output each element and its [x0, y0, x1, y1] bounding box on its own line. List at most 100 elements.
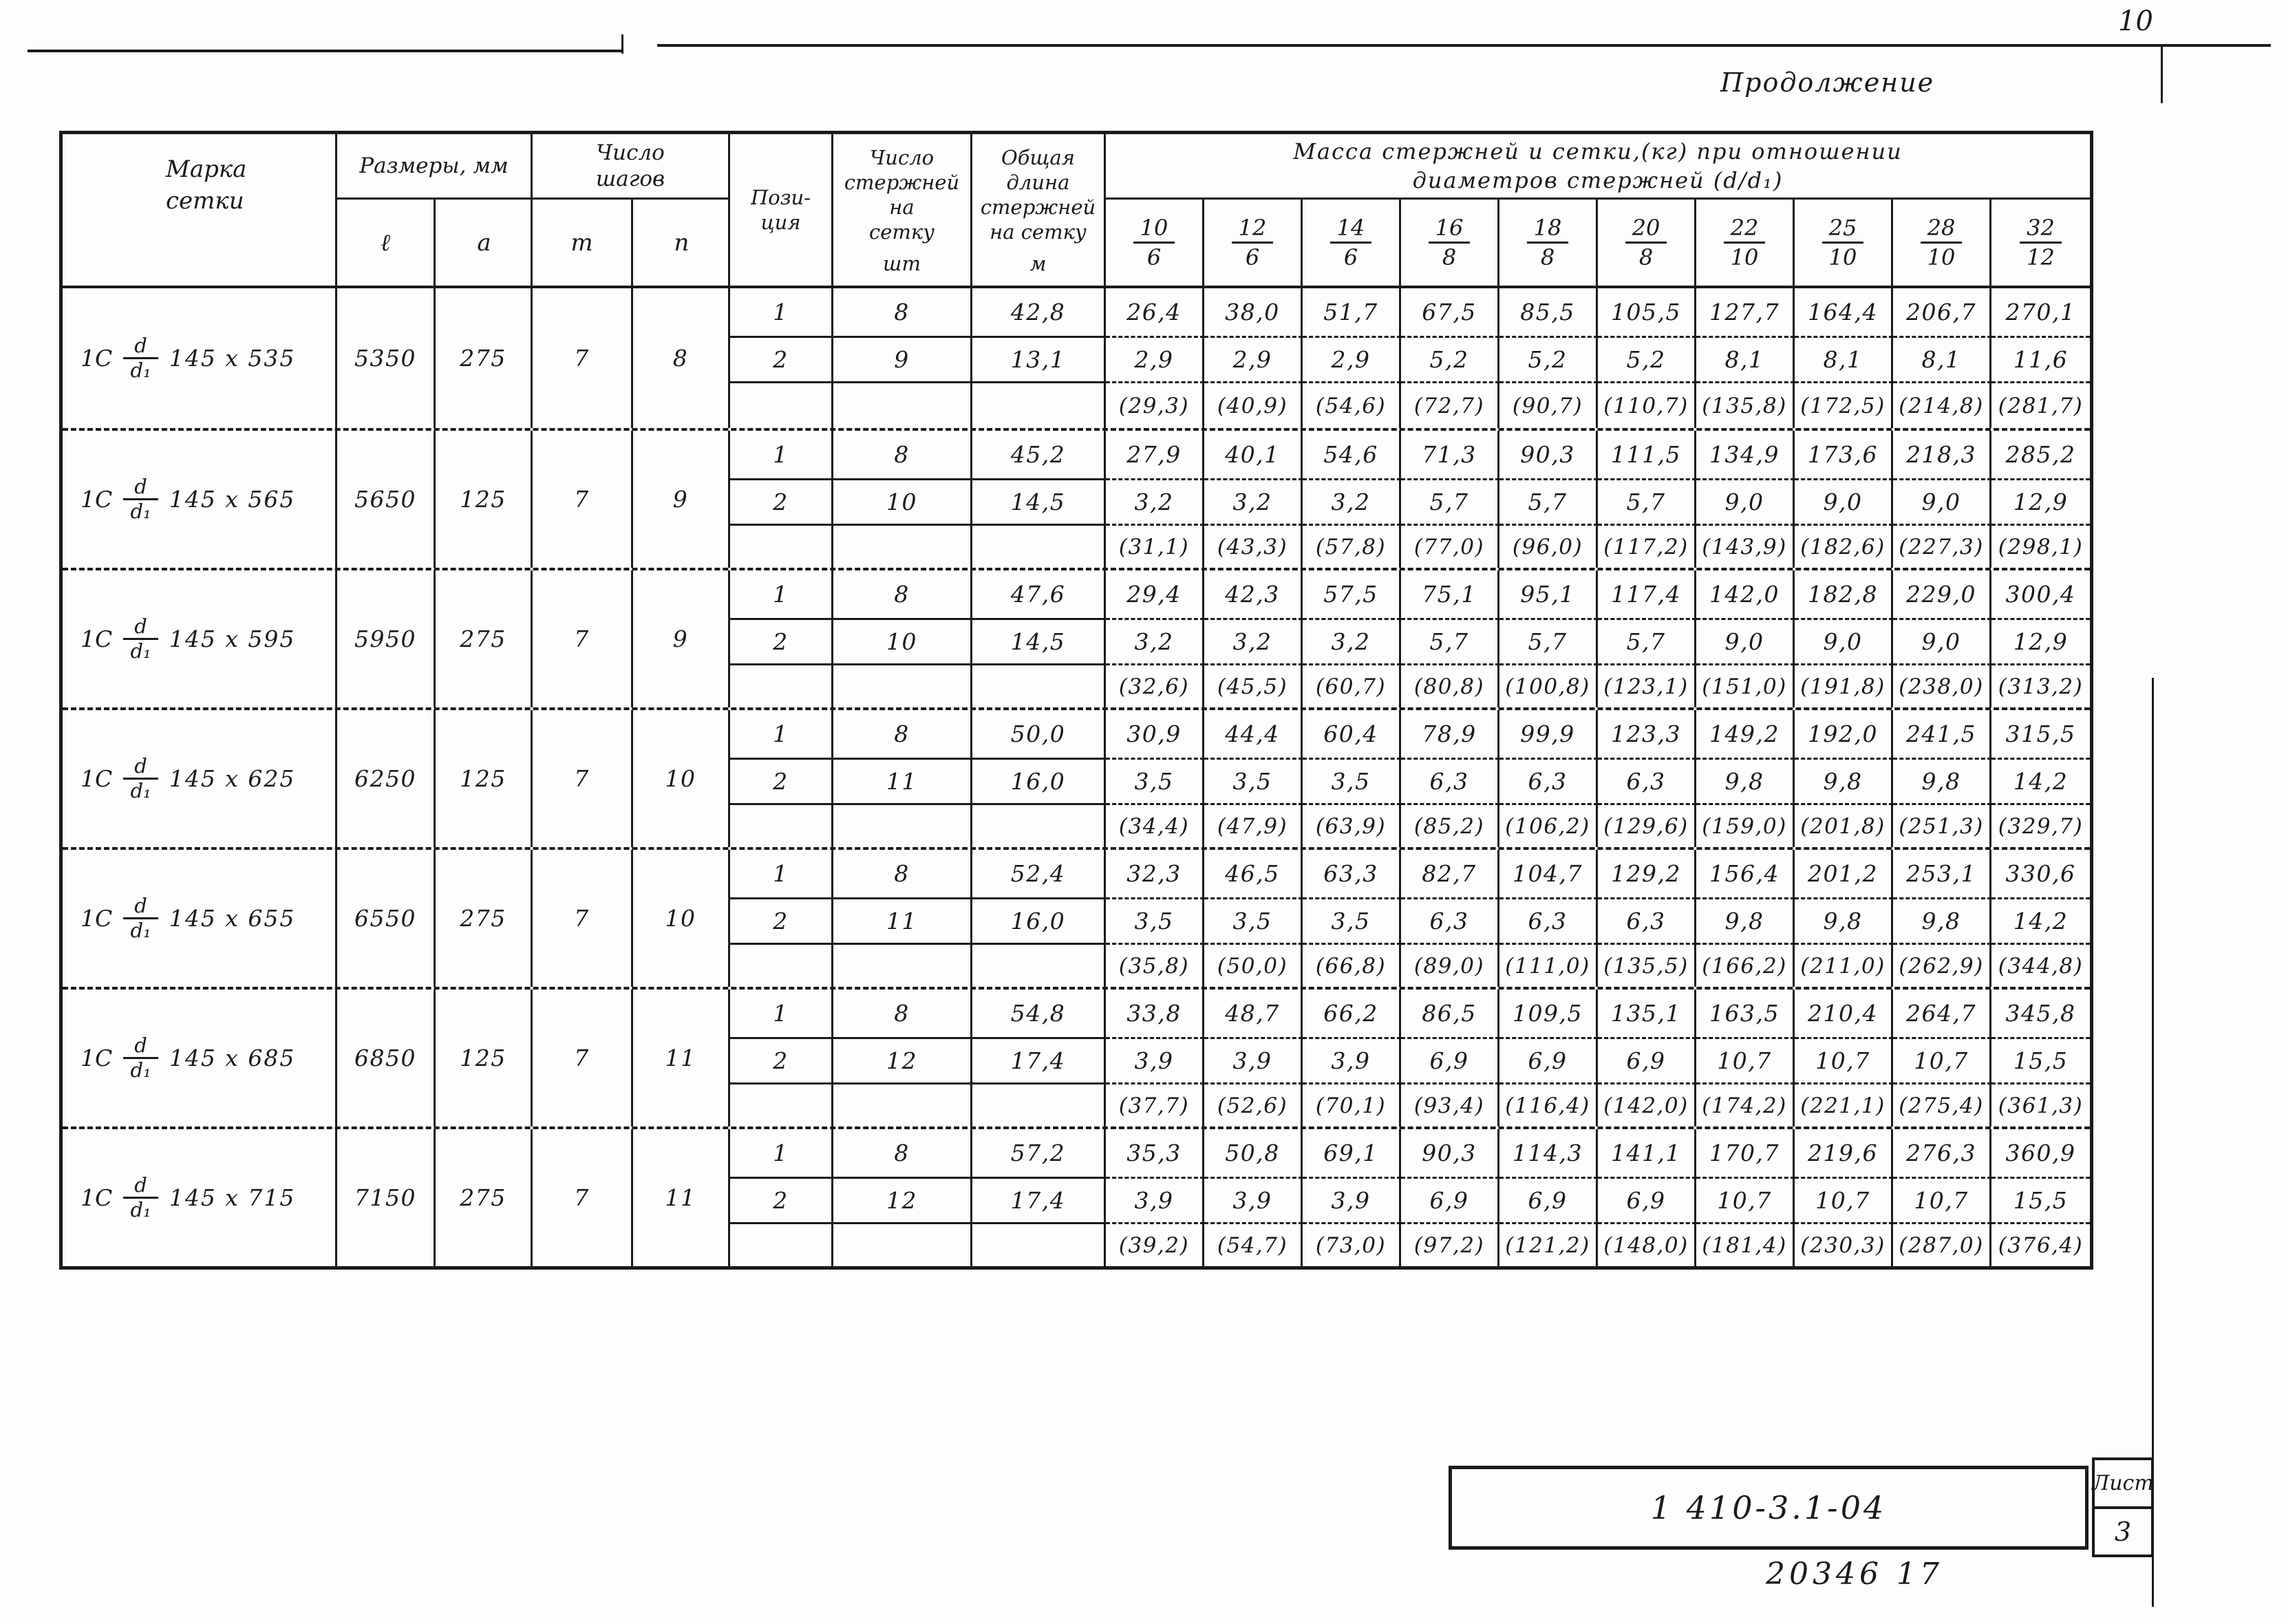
mass-value: (361,3) — [1998, 1093, 2084, 1118]
mark-cell: 1С d d₁ 145 х 685 — [63, 990, 337, 1126]
position-value: 1 — [730, 850, 833, 899]
steps-m-value: 7 — [533, 431, 633, 568]
position-value — [730, 526, 833, 568]
mass-value: (47,9) — [1204, 805, 1303, 847]
header-steps-sub: m n — [533, 200, 728, 286]
table-row: 1 8 52,4 32,3 46,5 63,3 82,7 104,7 129,2 156,4 201… — [730, 850, 2090, 899]
mark-frac-denominator: d₁ — [130, 1198, 151, 1221]
mass-value: 40,1 — [1204, 431, 1303, 480]
mass-value: 30,9 — [1106, 710, 1204, 760]
steps-m-value: 7 — [533, 850, 633, 987]
mass-value: 50,8 — [1204, 1129, 1303, 1179]
mass-value: (116,4) — [1499, 1085, 1598, 1126]
header-dimensions-group: Размеры, мм ℓ a — [337, 134, 533, 286]
mark-frac-denominator: d₁ — [130, 779, 151, 802]
mark-prefix: 1С — [81, 905, 113, 932]
mass-value: (29,3) — [1106, 383, 1204, 428]
mass-value: 3,2 — [1204, 480, 1303, 526]
position-value — [730, 805, 833, 847]
mass-value: (281,7) — [1998, 393, 2084, 418]
mass-value: 3,9 — [1106, 1179, 1204, 1224]
position-value — [730, 1224, 833, 1266]
table-row: (39,2) (54,7) (73,0) (97,2) (121,2) (148,0) (1… — [730, 1224, 2090, 1266]
mass-value: (159,0) — [1696, 805, 1795, 847]
mass-value: 82,7 — [1401, 850, 1499, 899]
mass-value: 9,0 — [1893, 620, 1991, 665]
mass-ratio-header: 14 6 — [1303, 200, 1401, 286]
steps-m-value: 7 — [533, 570, 633, 707]
mass-value: 9,8 — [1696, 760, 1795, 805]
mass-value: 192,0 — [1795, 710, 1893, 760]
mass-value: 3,5 — [1303, 899, 1401, 945]
mass-value: 218,3 — [1893, 431, 1991, 480]
length-value: 52,4 — [972, 850, 1106, 899]
mass-value: 173,6 — [1795, 431, 1893, 480]
dim-l-value: 7150 — [337, 1129, 436, 1266]
rod-count-value: 8 — [833, 431, 972, 480]
mass-value: (191,8) — [1795, 665, 1893, 707]
mark-frac-numerator: d — [123, 476, 158, 500]
mass-ratio-header: 28 10 — [1893, 200, 1991, 286]
mass-value: 32,3 — [1106, 850, 1204, 899]
rod-count-value: 8 — [833, 990, 972, 1039]
dim-l-value: 5650 — [337, 431, 436, 568]
mass-value: 105,5 — [1598, 288, 1696, 338]
rod-count-value — [833, 1224, 972, 1266]
ratio-numerator: 10 — [1133, 215, 1175, 244]
ratio-fraction: 22 10 — [1723, 215, 1766, 270]
table-row: 2 12 17,4 3,9 3,9 3,9 6,9 6,9 6,9 10,7 10,7 10,7 15,… — [730, 1179, 2090, 1224]
rod-count-value: 11 — [833, 760, 972, 805]
mass-value: 12,9 — [1991, 480, 2090, 526]
mass-value: 117,4 — [1598, 570, 1696, 620]
mass-value: (60,7) — [1303, 665, 1401, 707]
mass-value: (89,0) — [1401, 945, 1499, 987]
header-dimensions-label: Размеры, мм — [359, 153, 509, 178]
mark-cell: 1С d d₁ 145 х 565 — [63, 431, 337, 568]
mass-value: (121,2) — [1499, 1224, 1598, 1266]
mass-ratio-header: 22 10 — [1696, 200, 1795, 286]
mass-value: 14,2 — [1991, 760, 2090, 805]
length-value: 14,5 — [972, 480, 1106, 526]
mass-value: 6,9 — [1401, 1039, 1499, 1085]
mass-value: 69,1 — [1303, 1129, 1401, 1179]
mark-fraction: d d₁ — [123, 616, 158, 662]
mass-ratio-header: 25 10 — [1795, 200, 1893, 286]
mark-cell: 1С d d₁ 145 х 655 — [63, 850, 337, 987]
ratio-numerator: 18 — [1526, 215, 1569, 244]
group-rows: 1 8 50,0 30,9 44,4 60,4 78,9 99,9 123,3 149,2 192,… — [730, 710, 2090, 847]
mass-value: 241,5 — [1893, 710, 1991, 760]
mass-value: 75,1 — [1401, 570, 1499, 620]
mass-value: 206,7 — [1893, 288, 1991, 338]
mass-value: 170,7 — [1696, 1129, 1795, 1179]
mass-value: (123,1) — [1598, 665, 1696, 707]
mesh-group: 1С d d₁ 145 х 655 6550 275 7 10 1 8 52,4 32,3 46,5 63… — [63, 847, 2090, 987]
mark-cell: 1С d d₁ 145 х 595 — [63, 570, 337, 707]
mass-value: 66,2 — [1303, 990, 1401, 1039]
mass-value: 156,4 — [1696, 850, 1795, 899]
mass-value: (172,5) — [1795, 383, 1893, 428]
mass-value: (93,4) — [1401, 1085, 1499, 1126]
mark-frac-denominator: d₁ — [130, 1058, 151, 1082]
mass-value: 10,7 — [1795, 1179, 1893, 1224]
header-total-length-line1: Общая — [1001, 146, 1075, 169]
mass-value: 78,9 — [1401, 710, 1499, 760]
mass-value: 201,2 — [1795, 850, 1893, 899]
sheet-number: 3 — [2114, 1517, 2132, 1547]
mass-value: (50,0) — [1204, 945, 1303, 987]
mass-value: (174,2) — [1696, 1085, 1795, 1126]
mass-value: (298,1) — [1998, 534, 2084, 559]
mass-value: (35,8) — [1106, 945, 1204, 987]
dim-a-value: 275 — [436, 850, 533, 987]
top-rule-left — [28, 50, 623, 52]
ratio-denominator: 10 — [1730, 244, 1759, 270]
mass-value: 3,5 — [1106, 899, 1204, 945]
position-value: 1 — [730, 431, 833, 480]
mass-value: 276,3 — [1893, 1129, 1991, 1179]
steps-m-value: 7 — [533, 710, 633, 847]
mass-value: (54,7) — [1204, 1224, 1303, 1266]
mass-value: (40,9) — [1204, 383, 1303, 428]
mass-value: 2,9 — [1204, 338, 1303, 383]
mass-value: 3,2 — [1106, 620, 1204, 665]
mesh-group: 1С d d₁ 145 х 565 5650 125 7 9 1 8 45,2 27,9 40,1 54,… — [63, 428, 2090, 568]
